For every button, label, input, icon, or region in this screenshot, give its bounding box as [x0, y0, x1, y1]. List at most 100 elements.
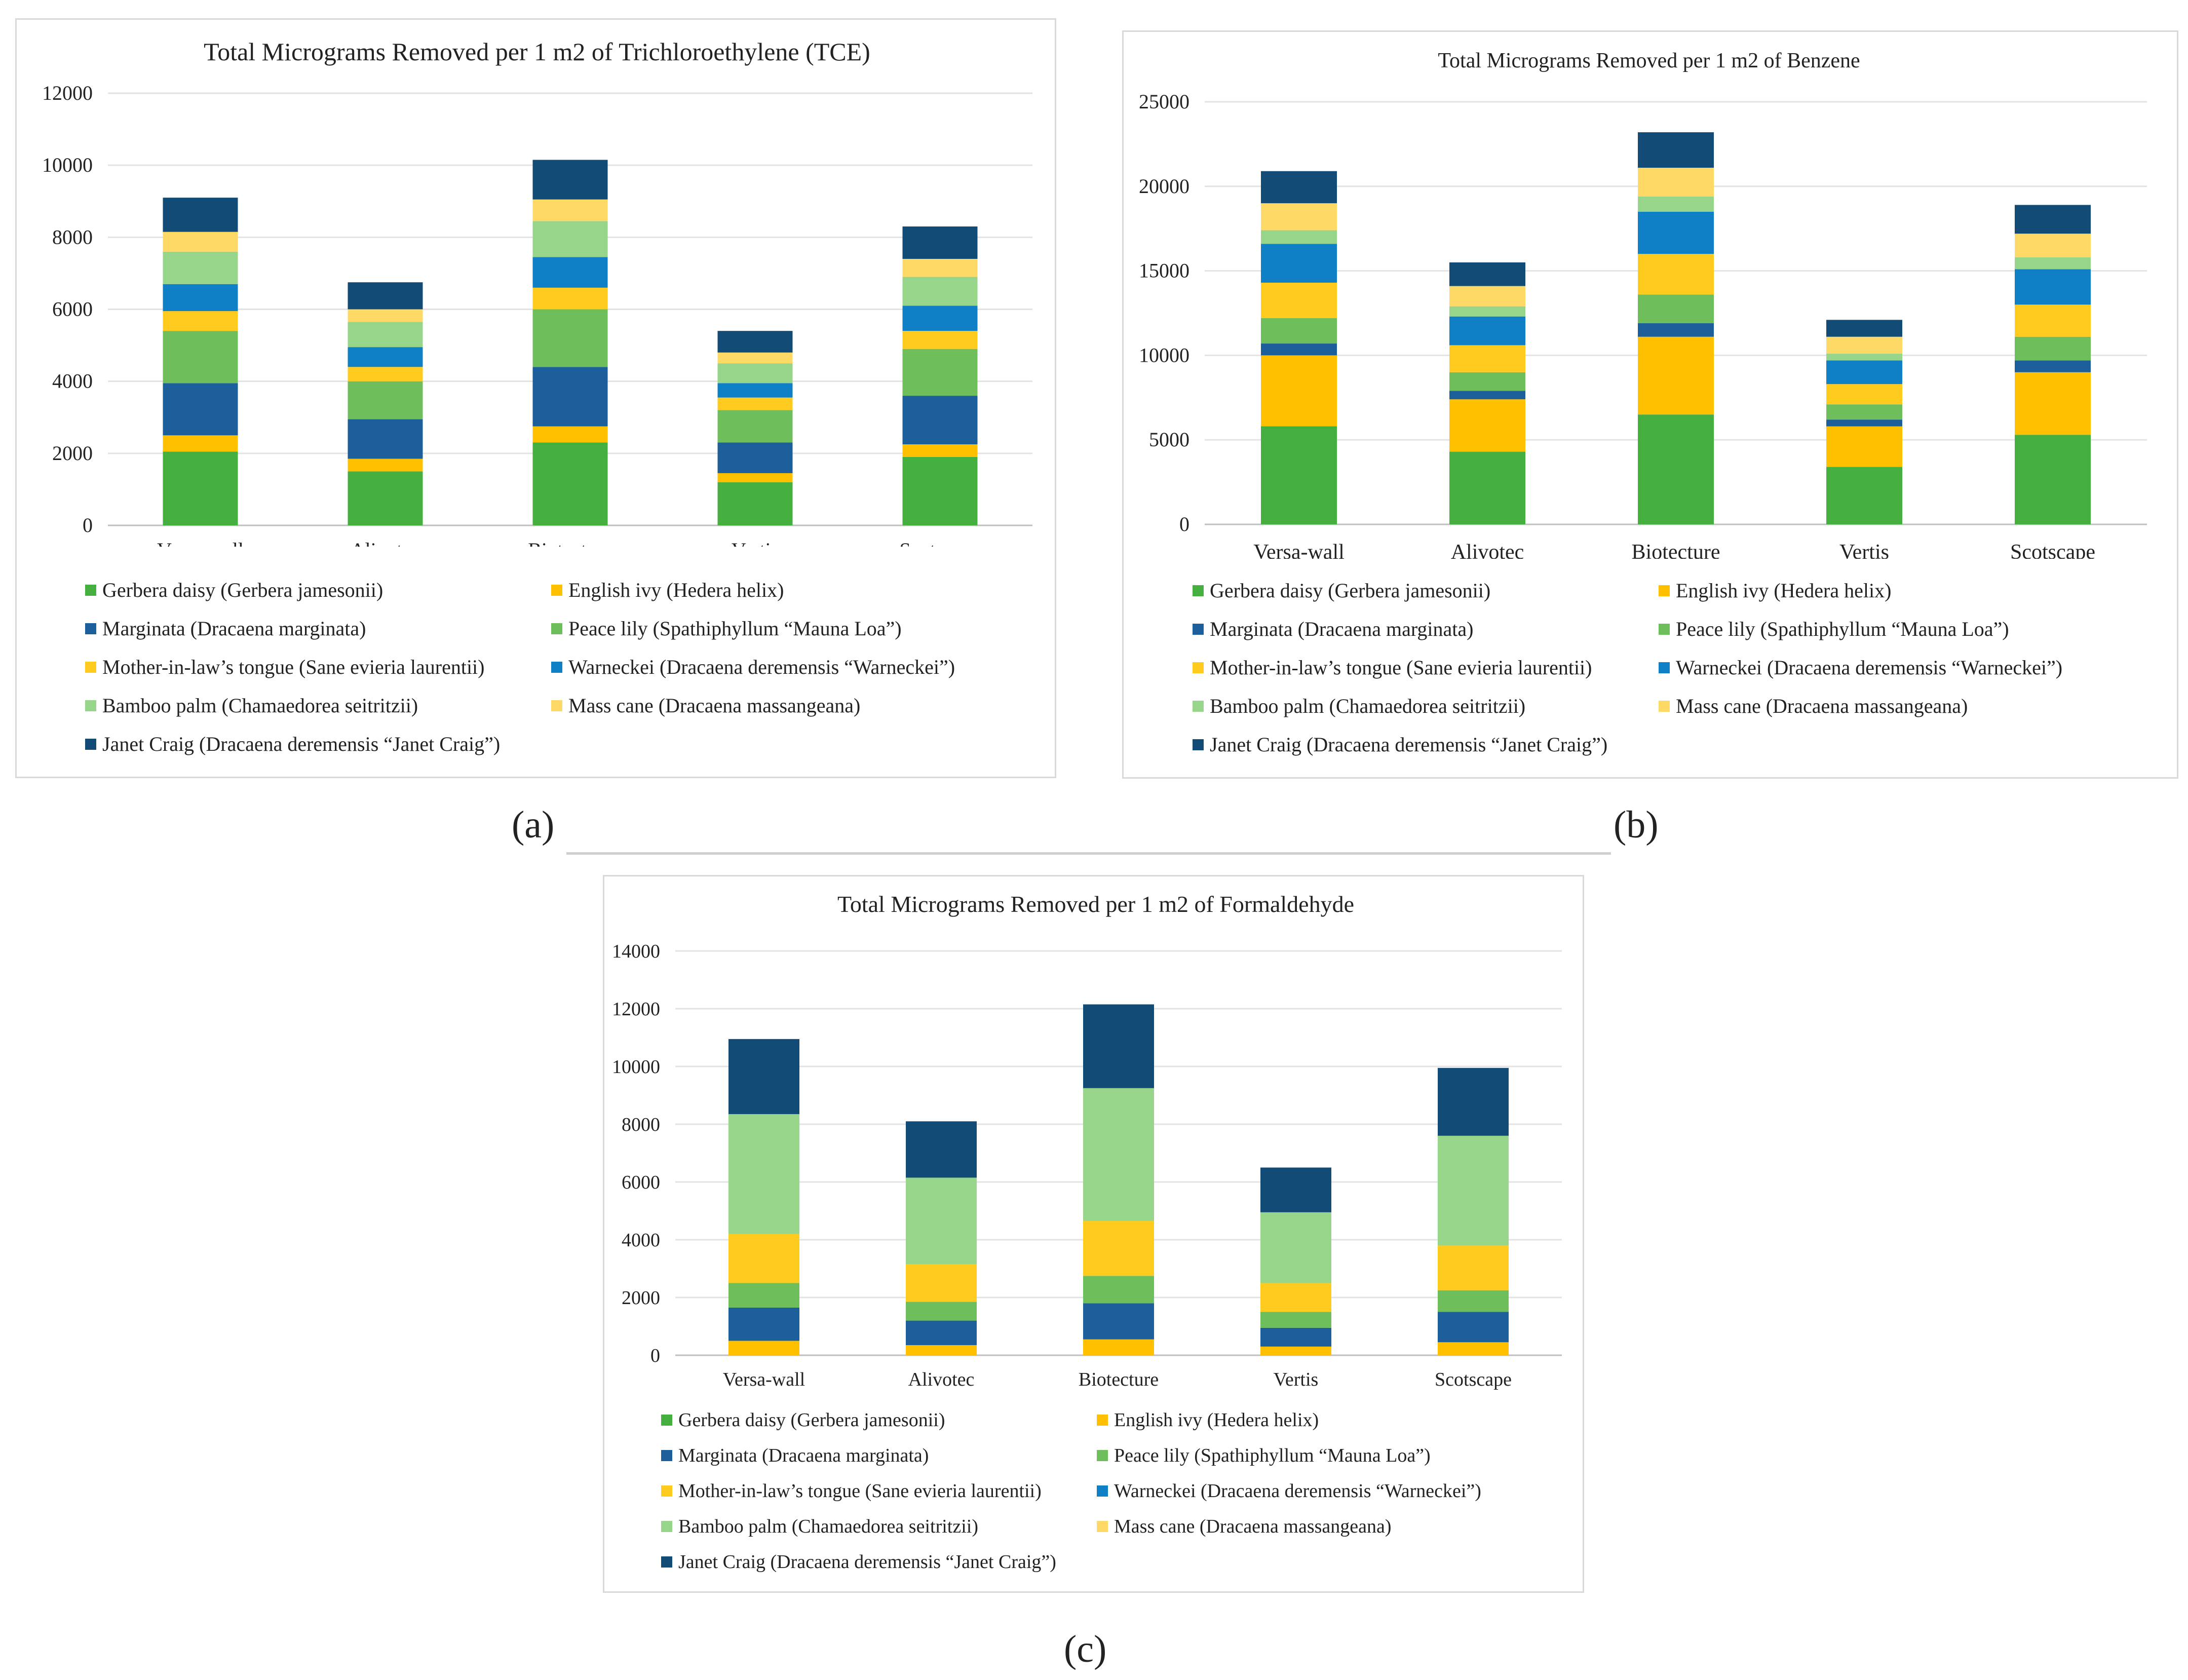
- bar-segment: [348, 282, 423, 310]
- x-category-label: Scotscape: [2010, 541, 2095, 559]
- legend-item: Bamboo palm (Chamaedorea seitritzii): [85, 691, 551, 720]
- bar-segment: [717, 410, 793, 443]
- bar-segment: [902, 349, 978, 396]
- bar-segment: [2015, 372, 2091, 435]
- x-category-label: Biotecture: [528, 539, 612, 547]
- bar-segment: [1449, 345, 1525, 372]
- y-tick-label: 12000: [42, 82, 93, 104]
- legend-swatch: [1659, 624, 1670, 635]
- bar-segment: [1083, 1220, 1154, 1276]
- bar-segment: [1260, 1346, 1331, 1355]
- legend-label: English ivy (Hedera helix): [568, 579, 784, 601]
- legend-label: English ivy (Hedera helix): [1676, 579, 1892, 602]
- legend-swatch: [661, 1450, 672, 1461]
- x-category-label: Alivotec: [351, 539, 420, 547]
- chart-title: Total Micrograms Removed per 1 m2 of Tri…: [204, 37, 870, 66]
- legend-label: Warneckei (Dracaena deremensis “Warnecke…: [568, 656, 955, 678]
- bar-segment: [728, 1307, 799, 1341]
- bar-segment: [2015, 304, 2091, 337]
- y-tick-label: 2000: [52, 442, 93, 465]
- y-tick-label: 10000: [1139, 343, 1189, 366]
- legend-label: Gerbera daisy (Gerbera jamesonii): [678, 1409, 945, 1431]
- bar-segment: [163, 331, 238, 384]
- bar-segment: [1638, 323, 1714, 337]
- legend-item: Mother-in-law’s tongue (Sane evieria lau…: [661, 1477, 1097, 1505]
- legend-tce: Gerbera daisy (Gerbera jamesonii) English…: [85, 576, 1058, 759]
- legend-swatch: [1097, 1415, 1108, 1426]
- bar-segment: [1638, 294, 1714, 324]
- x-category-label: Alivotec: [1451, 541, 1524, 559]
- chart-panel-formaldehyde: Total Micrograms Removed per 1 m2 of For…: [603, 875, 1584, 1593]
- bar-segment: [1261, 343, 1337, 356]
- chart-tce: Total Micrograms Removed per 1 m2 of Tri…: [42, 37, 1032, 547]
- bar-segment: [1449, 451, 1525, 524]
- x-category-label: Biotecture: [1632, 541, 1720, 559]
- bar-segment: [163, 198, 238, 232]
- legend-swatch: [551, 623, 562, 634]
- legend-label: Mother-in-law’s tongue (Sane evieria lau…: [1210, 656, 1592, 679]
- bar-segment: [1826, 426, 1902, 467]
- bar-segment: [1826, 419, 1902, 427]
- bar-segment: [348, 367, 423, 381]
- bar-segment: [532, 287, 608, 310]
- y-tick-label: 0: [1179, 513, 1189, 536]
- bar-segment: [902, 456, 978, 525]
- bar-segment: [717, 383, 793, 398]
- bar-segment: [717, 331, 793, 353]
- bar-segment: [1083, 1276, 1154, 1304]
- bar-segment: [532, 442, 608, 525]
- x-category-label: Versa-wall: [157, 539, 244, 547]
- legend-label: Peace lily (Spathiphyllum “Mauna Loa”): [568, 617, 902, 640]
- bar-segment: [728, 1234, 799, 1283]
- bar-segment: [2015, 336, 2091, 361]
- legend-swatch: [661, 1415, 672, 1426]
- legend-item: Marginata (Dracaena marginata): [661, 1442, 1097, 1469]
- bar-segment: [532, 257, 608, 288]
- bar-segment: [1438, 1135, 1509, 1246]
- legend-label: Bamboo palm (Chamaedorea seitritzii): [102, 694, 418, 717]
- legend-formaldehyde: Gerbera daisy (Gerbera jamesonii) English…: [661, 1406, 1553, 1576]
- y-tick-label: 4000: [52, 370, 93, 393]
- legend-label: Warneckei (Dracaena deremensis “Warnecke…: [1676, 656, 2063, 679]
- x-category-label: Biotecture: [1079, 1369, 1159, 1390]
- legend-label: Marginata (Dracaena marginata): [1210, 618, 1474, 640]
- legend-item: Bamboo palm (Chamaedorea seitritzii): [661, 1513, 1097, 1540]
- bar-segment: [1638, 414, 1714, 524]
- legend-label: Marginata (Dracaena marginata): [102, 617, 366, 640]
- bar-segment: [717, 442, 793, 473]
- bar-segment: [348, 471, 423, 525]
- legend-label: Janet Craig (Dracaena deremensis “Janet …: [1210, 733, 1608, 756]
- chart-title: Total Micrograms Removed per 1 m2 of For…: [837, 891, 1354, 917]
- bar-segment: [902, 396, 978, 445]
- bar-segment: [1638, 254, 1714, 295]
- bar-segment: [1826, 384, 1902, 405]
- y-tick-label: 0: [650, 1345, 660, 1366]
- chart-benzene: Total Micrograms Removed per 1 m2 of Ben…: [1139, 49, 2147, 559]
- legend-swatch: [1193, 585, 1204, 596]
- legend-swatch: [551, 662, 562, 673]
- bar-segment: [1083, 1004, 1154, 1088]
- legend-item: Janet Craig (Dracaena deremensis “Janet …: [85, 730, 551, 759]
- legend-item: Warneckei (Dracaena deremensis “Warnecke…: [1097, 1477, 1553, 1505]
- bar-segment: [1449, 399, 1525, 452]
- bar-segment: [348, 419, 423, 459]
- x-category-label: Alivotec: [908, 1369, 975, 1390]
- legend-label: Mass cane (Dracaena massangeana): [1676, 695, 1968, 717]
- legend-label: Janet Craig (Dracaena deremensis “Janet …: [102, 733, 501, 755]
- bar-segment: [163, 451, 238, 525]
- legend-swatch: [1659, 701, 1670, 712]
- y-tick-label: 6000: [622, 1172, 660, 1193]
- legend-item: Warneckei (Dracaena deremensis “Warnecke…: [551, 653, 1058, 682]
- bar-segment: [902, 444, 978, 457]
- bar-segment: [2015, 360, 2091, 372]
- bar-segment: [728, 1039, 799, 1115]
- bar-segment: [348, 322, 423, 348]
- legend-swatch: [661, 1556, 672, 1568]
- y-tick-label: 12000: [612, 999, 660, 1020]
- bar-segment: [902, 331, 978, 349]
- bar-segment: [1261, 230, 1337, 244]
- caption-a: (a): [512, 804, 555, 846]
- chart-title: Total Micrograms Removed per 1 m2 of Ben…: [1438, 49, 1860, 72]
- legend-swatch: [661, 1521, 672, 1532]
- bar-segment: [1261, 282, 1337, 319]
